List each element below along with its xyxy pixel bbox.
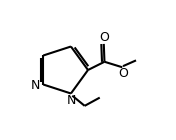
Text: N: N [67,94,76,107]
Text: O: O [99,31,109,44]
Text: O: O [119,67,129,80]
Text: N: N [31,79,40,92]
